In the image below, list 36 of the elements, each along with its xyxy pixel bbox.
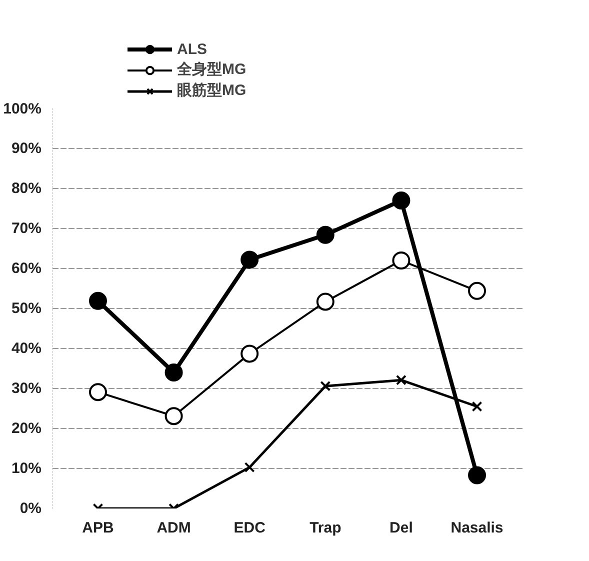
point — [240, 250, 259, 269]
y-tick-label: 90% — [11, 140, 42, 157]
point — [472, 401, 482, 412]
y-tick-label: 50% — [11, 300, 42, 317]
x-tick-label: EDC — [234, 520, 266, 536]
point — [88, 292, 107, 310]
y-tick-label: 80% — [11, 180, 42, 197]
x-tick-label: Del — [390, 520, 413, 536]
point — [468, 466, 486, 484]
x-tick-label: ADM — [156, 520, 191, 536]
point — [316, 292, 334, 311]
x-tick-label: Nasalis — [450, 520, 504, 536]
legend-label: 眼筋型MG — [177, 81, 246, 100]
legend-label: ALS — [177, 40, 207, 58]
x-tick-label: Trap — [310, 520, 342, 536]
y-tick-label: 70% — [11, 220, 42, 237]
y-tick-label: 10% — [11, 460, 42, 477]
point — [240, 344, 259, 363]
point — [392, 192, 410, 210]
y-tick-label: 100% — [3, 100, 42, 118]
y-tick-label: 40% — [11, 340, 42, 357]
point — [468, 282, 486, 300]
point — [244, 462, 255, 473]
y-tick-label: 20% — [11, 420, 42, 437]
y-tick-label: 60% — [11, 260, 42, 277]
point — [88, 383, 107, 402]
legend-label: 全身型MG — [177, 60, 246, 79]
point — [396, 374, 406, 386]
point — [316, 226, 334, 244]
x-tick-label: APB — [82, 520, 114, 536]
y-tick-label: 0% — [20, 500, 42, 517]
point — [392, 252, 410, 270]
point — [164, 364, 183, 382]
y-tick-label: 30% — [11, 380, 42, 397]
point — [320, 380, 331, 392]
point — [164, 407, 183, 426]
